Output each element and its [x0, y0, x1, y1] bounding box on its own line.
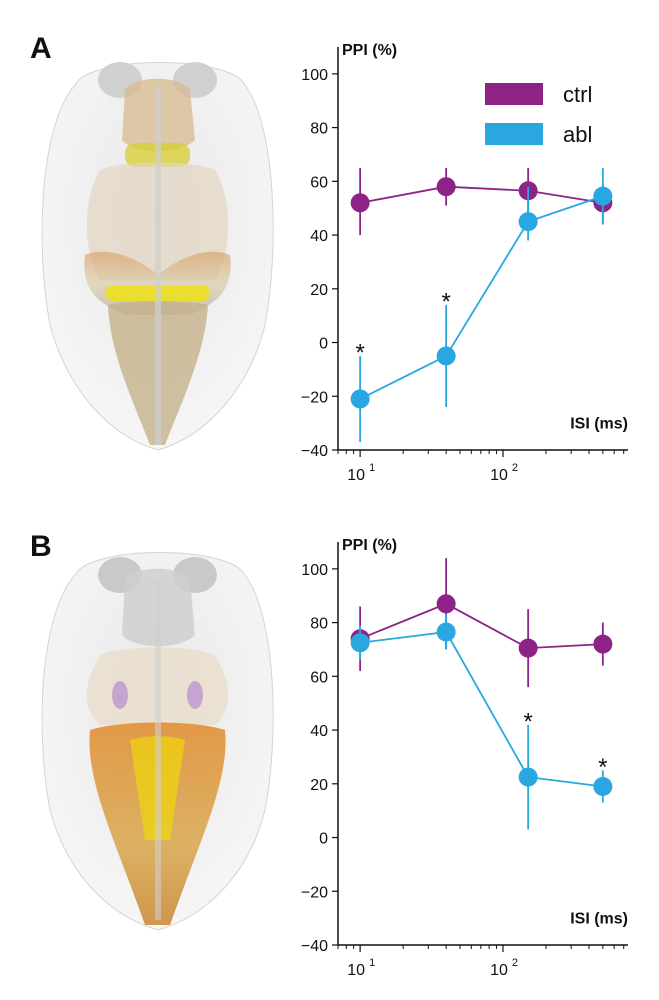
ctrl-point — [436, 594, 456, 614]
brain-image-a — [30, 45, 285, 465]
y-tick-label: −40 — [301, 443, 328, 460]
y-tick-label: −40 — [301, 938, 328, 955]
abl-point — [436, 622, 456, 642]
x-tick-label-exponent: 2 — [512, 462, 518, 474]
x-tick-label: 10 — [347, 962, 365, 979]
x-tick-label: 10 — [490, 962, 508, 979]
abl-point — [593, 776, 613, 796]
y-tick-label: 80 — [310, 121, 328, 138]
y-tick-label: 100 — [301, 67, 328, 84]
significance-marker: * — [441, 289, 450, 316]
panel-letter-a: A — [30, 32, 52, 65]
y-tick-label: −20 — [301, 389, 328, 406]
y-tick-label: 80 — [310, 616, 328, 633]
brain-image-a-graphic — [41, 62, 274, 451]
y-tick-label: −20 — [301, 884, 328, 901]
legend-swatch-abl — [485, 123, 543, 145]
abl-point — [350, 389, 370, 409]
y-tick-label: 60 — [310, 669, 328, 686]
chart-b: −40 −20 0 20 40 60 80 100 10 1 10 2 PPI (%) ISI (ms) *… — [301, 537, 628, 979]
significance-marker: * — [355, 340, 364, 367]
ctrl-point — [350, 193, 370, 213]
y-tick-label: 40 — [310, 723, 328, 740]
y-axis-label: PPI (%) — [342, 537, 397, 554]
ctrl-point — [593, 634, 613, 654]
x-tick-label-exponent: 1 — [369, 957, 375, 969]
abl-point — [518, 767, 538, 787]
x-tick-label-exponent: 1 — [369, 462, 375, 474]
x-axis-label: ISI (ms) — [570, 911, 628, 928]
x-tick-label: 10 — [347, 467, 365, 484]
y-tick-label: 60 — [310, 174, 328, 191]
abl-point — [518, 212, 538, 232]
x-tick-label-exponent: 2 — [512, 957, 518, 969]
ctrl-point — [436, 177, 456, 197]
y-tick-label: 100 — [301, 562, 328, 579]
y-tick-label: 20 — [310, 777, 328, 794]
ctrl-point — [518, 638, 538, 658]
abl-line — [359, 195, 604, 400]
y-axis-label: PPI (%) — [342, 42, 397, 59]
legend-swatch-ctrl — [485, 83, 543, 105]
y-tick-label: 20 — [310, 282, 328, 299]
chart-a: −40 −20 0 20 40 60 80 100 10 1 10 2 PPI (%) ISI (ms) *… — [301, 42, 628, 484]
x-axis-label: ISI (ms) — [570, 416, 628, 433]
x-tick-label: 10 — [490, 467, 508, 484]
significance-marker: * — [598, 754, 607, 781]
abl-line — [360, 631, 603, 788]
y-tick-label: 0 — [319, 336, 328, 353]
legend-label-abl: abl — [563, 122, 592, 147]
abl-point — [350, 633, 370, 653]
y-tick-label: 0 — [319, 831, 328, 848]
abl-point — [436, 346, 456, 366]
ctrl-line — [359, 602, 603, 650]
brain-image-b-graphic — [41, 552, 274, 931]
panel-letter-b: B — [30, 530, 52, 563]
ctrl-line — [359, 185, 603, 204]
brain-image-b — [30, 540, 285, 945]
abl-point — [593, 186, 613, 206]
significance-marker: * — [523, 708, 532, 735]
y-tick-label: 40 — [310, 228, 328, 245]
legend-label-ctrl: ctrl — [563, 82, 592, 107]
